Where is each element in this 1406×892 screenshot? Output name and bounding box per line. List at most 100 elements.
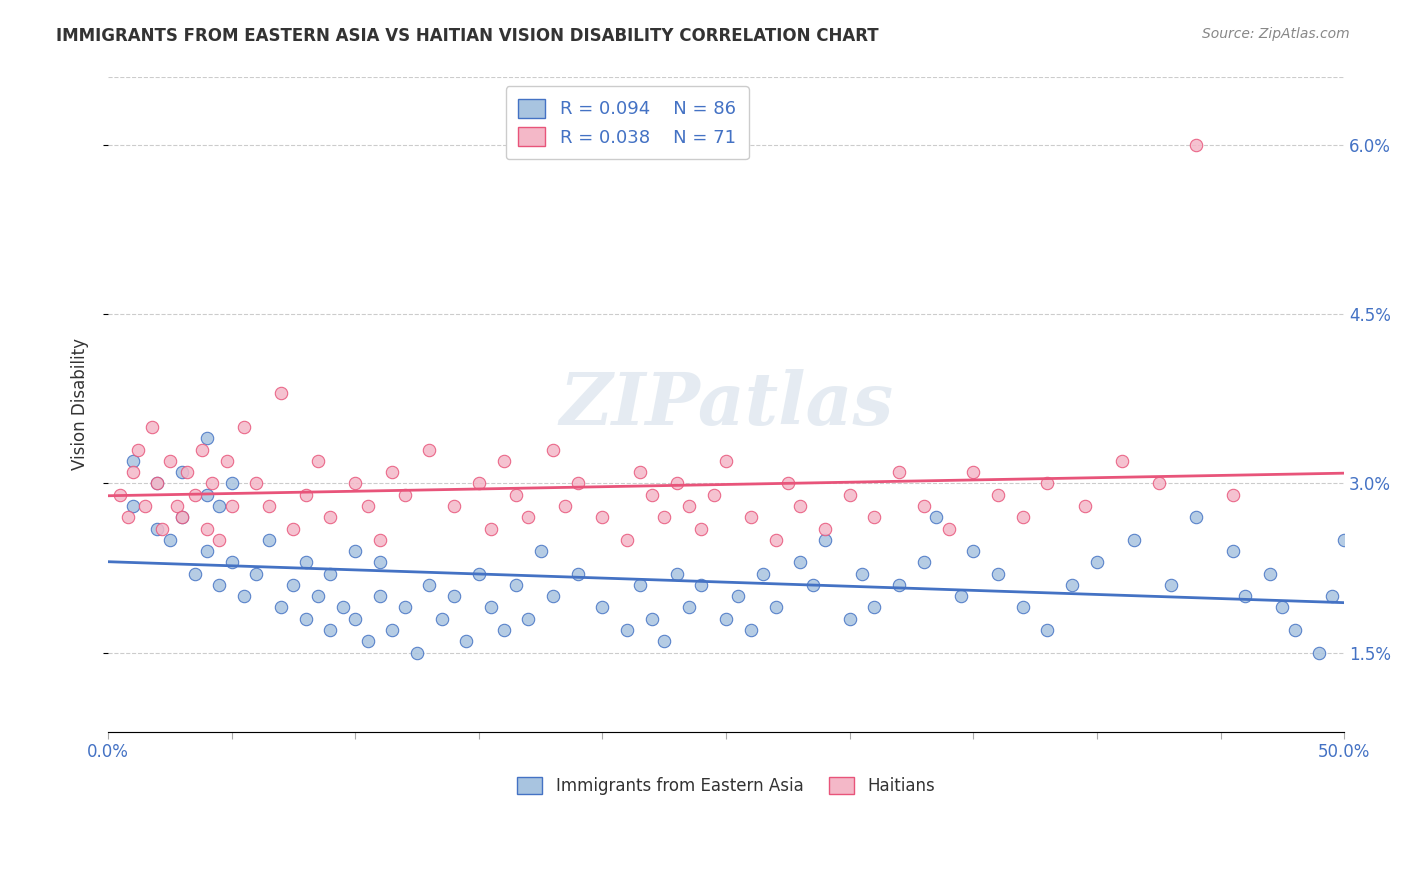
- Point: [838, 612, 860, 626]
- Point: [1036, 476, 1059, 491]
- Point: [714, 454, 737, 468]
- Point: [727, 589, 749, 603]
- Point: [789, 555, 811, 569]
- Point: [368, 533, 391, 547]
- Point: [183, 488, 205, 502]
- Point: [641, 488, 664, 502]
- Point: [294, 488, 316, 502]
- Point: [344, 544, 367, 558]
- Point: [443, 499, 465, 513]
- Point: [172, 510, 194, 524]
- Point: [1011, 510, 1033, 524]
- Point: [962, 544, 984, 558]
- Point: [1085, 555, 1108, 569]
- Point: [1222, 544, 1244, 558]
- Point: [789, 499, 811, 513]
- Point: [1123, 533, 1146, 547]
- Point: [294, 612, 316, 626]
- Point: [962, 465, 984, 479]
- Point: [172, 510, 194, 524]
- Point: [1184, 510, 1206, 524]
- Point: [344, 612, 367, 626]
- Point: [505, 488, 527, 502]
- Point: [938, 522, 960, 536]
- Point: [1147, 476, 1170, 491]
- Point: [554, 499, 576, 513]
- Point: [541, 589, 564, 603]
- Point: [479, 600, 502, 615]
- Point: [172, 465, 194, 479]
- Point: [150, 522, 173, 536]
- Text: Source: ZipAtlas.com: Source: ZipAtlas.com: [1202, 27, 1350, 41]
- Point: [221, 499, 243, 513]
- Point: [863, 510, 886, 524]
- Text: ZIPatlas: ZIPatlas: [560, 369, 893, 440]
- Point: [456, 634, 478, 648]
- Point: [307, 454, 329, 468]
- Point: [368, 555, 391, 569]
- Point: [257, 533, 280, 547]
- Point: [616, 623, 638, 637]
- Point: [191, 442, 214, 457]
- Point: [987, 566, 1010, 581]
- Point: [479, 522, 502, 536]
- Point: [1271, 600, 1294, 615]
- Point: [912, 555, 935, 569]
- Point: [195, 488, 218, 502]
- Point: [319, 510, 342, 524]
- Point: [195, 544, 218, 558]
- Point: [121, 465, 143, 479]
- Point: [195, 431, 218, 445]
- Point: [492, 623, 515, 637]
- Point: [381, 623, 404, 637]
- Point: [159, 533, 181, 547]
- Point: [1222, 488, 1244, 502]
- Point: [176, 465, 198, 479]
- Point: [183, 566, 205, 581]
- Point: [949, 589, 972, 603]
- Point: [851, 566, 873, 581]
- Point: [1258, 566, 1281, 581]
- Point: [141, 420, 163, 434]
- Point: [1160, 578, 1182, 592]
- Point: [208, 578, 231, 592]
- Point: [567, 566, 589, 581]
- Point: [146, 522, 169, 536]
- Point: [418, 578, 440, 592]
- Point: [1036, 623, 1059, 637]
- Point: [233, 589, 256, 603]
- Point: [1234, 589, 1257, 603]
- Point: [1333, 533, 1355, 547]
- Point: [270, 600, 292, 615]
- Point: [530, 544, 553, 558]
- Point: [703, 488, 725, 502]
- Point: [233, 420, 256, 434]
- Point: [814, 533, 837, 547]
- Point: [591, 510, 613, 524]
- Point: [215, 454, 238, 468]
- Point: [665, 476, 688, 491]
- Point: [381, 465, 404, 479]
- Point: [146, 476, 169, 491]
- Y-axis label: Vision Disability: Vision Disability: [72, 338, 89, 470]
- Point: [146, 476, 169, 491]
- Point: [394, 600, 416, 615]
- Point: [492, 454, 515, 468]
- Point: [541, 442, 564, 457]
- Point: [283, 522, 305, 536]
- Point: [134, 499, 156, 513]
- Point: [505, 578, 527, 592]
- Point: [641, 612, 664, 626]
- Point: [814, 522, 837, 536]
- Point: [245, 566, 267, 581]
- Point: [418, 442, 440, 457]
- Point: [1062, 578, 1084, 592]
- Point: [468, 566, 491, 581]
- Point: [765, 533, 787, 547]
- Point: [678, 600, 700, 615]
- Point: [270, 386, 292, 401]
- Point: [221, 476, 243, 491]
- Point: [678, 499, 700, 513]
- Point: [776, 476, 799, 491]
- Point: [283, 578, 305, 592]
